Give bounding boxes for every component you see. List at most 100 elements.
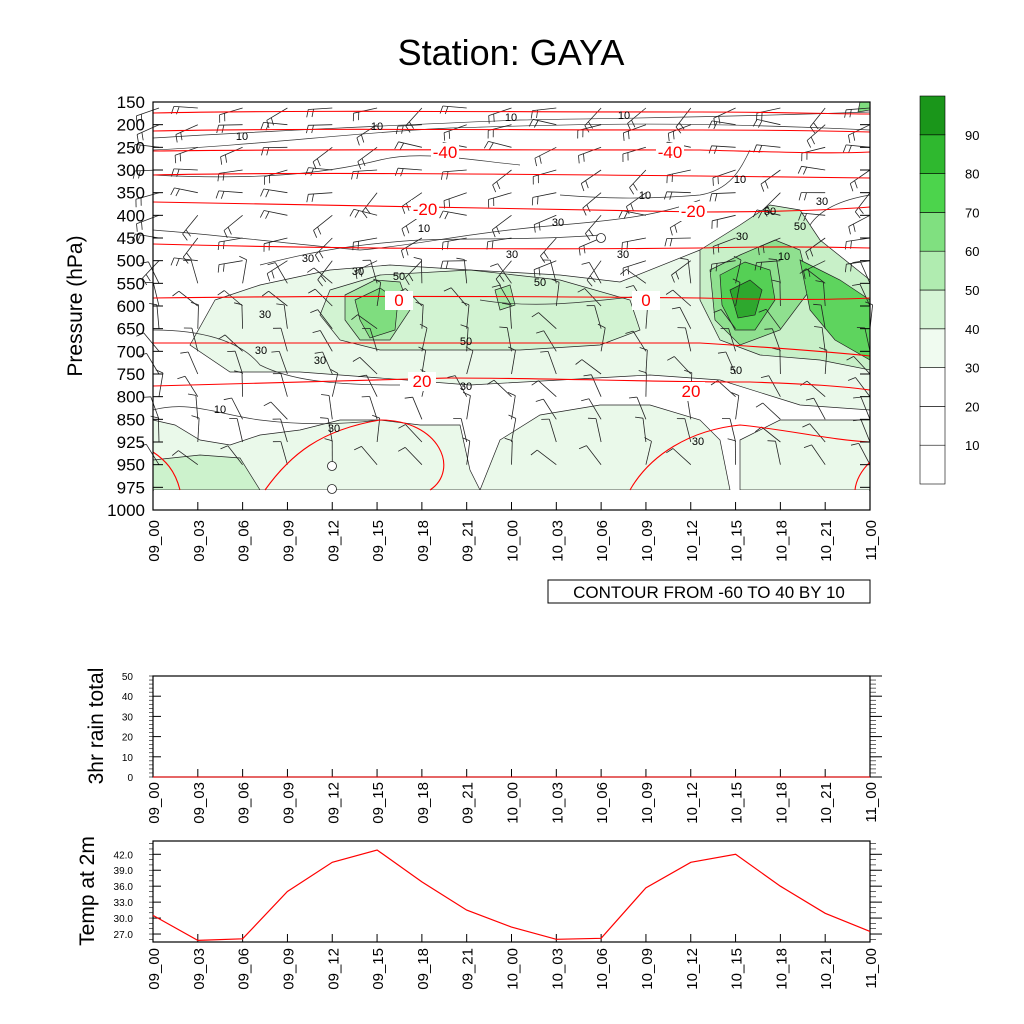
wind-barb-shaft — [779, 281, 781, 307]
wind-barb-flag — [186, 252, 192, 260]
wind-barb-flag — [672, 131, 675, 140]
rh-contour-line — [559, 149, 751, 199]
wind-barb-shaft — [405, 107, 423, 127]
y-tick-label: 850 — [117, 410, 145, 429]
wind-barb-flag — [180, 132, 183, 141]
wind-barb-flag — [141, 132, 144, 141]
wind-barb-shaft — [711, 120, 736, 126]
wind-barb-flag — [491, 229, 496, 238]
wind-barb-flag — [714, 193, 718, 202]
wind-barb-flag — [800, 380, 808, 386]
wind-barb-shaft — [666, 237, 691, 239]
wind-barb-flag — [260, 188, 265, 197]
wind-barb-flag — [177, 375, 186, 380]
wind-barb-flag — [138, 353, 147, 356]
rh-contour-label: 10 — [639, 190, 651, 202]
wind-barb-shaft — [532, 118, 557, 126]
wind-barb-shaft — [846, 260, 871, 265]
y-tick-label: 550 — [117, 274, 145, 293]
wind-barb-shaft — [674, 356, 692, 375]
wind-barb-shaft — [626, 192, 647, 207]
wind-barb-shaft — [547, 351, 557, 375]
wind-barb-shaft — [585, 215, 602, 234]
rain-panel: 0 10 20 30 40 50 09_00 09_03 09_06 09_09 09_12 09_1… — [85, 668, 882, 824]
wind-barb-shaft — [801, 165, 826, 171]
wind-barb-flag — [142, 396, 151, 398]
wind-barb-flag — [585, 233, 591, 241]
wind-barb-flag — [581, 262, 590, 265]
wind-barb-shaft — [173, 257, 198, 262]
wind-barb-flag — [265, 211, 270, 219]
wind-barb-shaft — [805, 268, 826, 284]
wind-barb-flag — [456, 257, 465, 260]
wind-barb-shaft — [421, 350, 427, 375]
wind-barb-flag — [394, 141, 399, 150]
y-tick-label: 950 — [117, 456, 145, 475]
x-tick-label: 10_09 — [639, 782, 656, 824]
wind-barb-shaft — [156, 304, 160, 329]
wind-barb-shaft — [756, 209, 781, 216]
wind-barb-flag — [530, 449, 538, 456]
wind-barb-flag — [798, 212, 802, 221]
wind-barb-shaft — [443, 192, 467, 201]
wind-barb-shaft — [308, 167, 333, 171]
wind-barb-flag — [266, 273, 271, 282]
x-tick-label: 11_00 — [863, 948, 880, 989]
wind-barb-flag — [321, 394, 330, 396]
colorbar-box — [919, 367, 946, 407]
wind-barb-flag — [717, 244, 720, 253]
wind-barb-shaft — [629, 169, 647, 188]
wind-barb-shaft — [497, 263, 512, 284]
wind-barb-flag — [218, 334, 226, 340]
wind-barb-flag — [263, 401, 272, 407]
wind-barb-shaft — [532, 107, 557, 111]
wind-barb-shaft — [848, 214, 871, 227]
wind-barb-shaft — [143, 332, 160, 352]
rain-y-tick-label: 30 — [122, 712, 134, 723]
wind-barb-shaft — [540, 237, 557, 257]
wind-barb-shaft — [370, 260, 378, 284]
wind-barb-flag — [356, 171, 359, 180]
temperature-contour — [153, 342, 871, 357]
wind-barb-flag — [170, 257, 175, 266]
wind-barb-shaft — [855, 377, 871, 397]
x-tick-label: 10_21 — [818, 520, 835, 562]
wind-barb-shaft — [266, 260, 288, 274]
wind-barb-shaft — [756, 260, 781, 263]
x-tick-label: 09_00 — [146, 520, 163, 562]
wind-barb-shaft — [220, 146, 243, 158]
rh-contour-line — [152, 199, 701, 251]
wind-barb-flag — [583, 245, 586, 254]
y-tick-label: 200 — [117, 116, 145, 135]
wind-barb-shaft — [353, 107, 378, 114]
temp-y-tick-label: 27.0 — [114, 930, 134, 941]
wind-barb-shaft — [492, 214, 512, 231]
rh-contour-label: 30 — [506, 249, 518, 261]
rh-contour-label: 50 — [393, 271, 405, 283]
wind-barb-flag — [854, 180, 858, 189]
wind-barb-flag — [223, 241, 225, 250]
wind-barb-flag — [717, 351, 726, 354]
rh-fill-layer — [152, 101, 871, 509]
wind-barb-shaft — [231, 397, 243, 420]
wind-barb-flag — [628, 131, 630, 140]
wind-barb-shaft — [487, 237, 512, 242]
temp-contour-label: 0 — [394, 291, 403, 310]
rain-y-axis-label: 3hr rain total — [85, 668, 108, 785]
wind-barb-flag — [221, 125, 225, 133]
wind-barb-flag — [357, 161, 362, 170]
wind-barb-shaft — [668, 124, 691, 134]
wind-barb-flag — [373, 278, 381, 283]
wind-barb-flag — [408, 273, 414, 282]
wind-barb-shaft — [846, 107, 871, 111]
wind-barb-shaft — [488, 141, 512, 148]
colorbar-box — [919, 250, 946, 291]
wind-barb-flag — [176, 106, 180, 115]
wind-barb-shaft — [466, 304, 470, 329]
wind-barb-flag — [581, 398, 590, 402]
wind-barb-flag — [675, 271, 680, 280]
wind-barb-flag — [803, 271, 806, 280]
wind-barb-shaft — [317, 309, 333, 329]
wind-barb-flag — [533, 224, 536, 233]
temp-label-bg — [656, 143, 684, 162]
